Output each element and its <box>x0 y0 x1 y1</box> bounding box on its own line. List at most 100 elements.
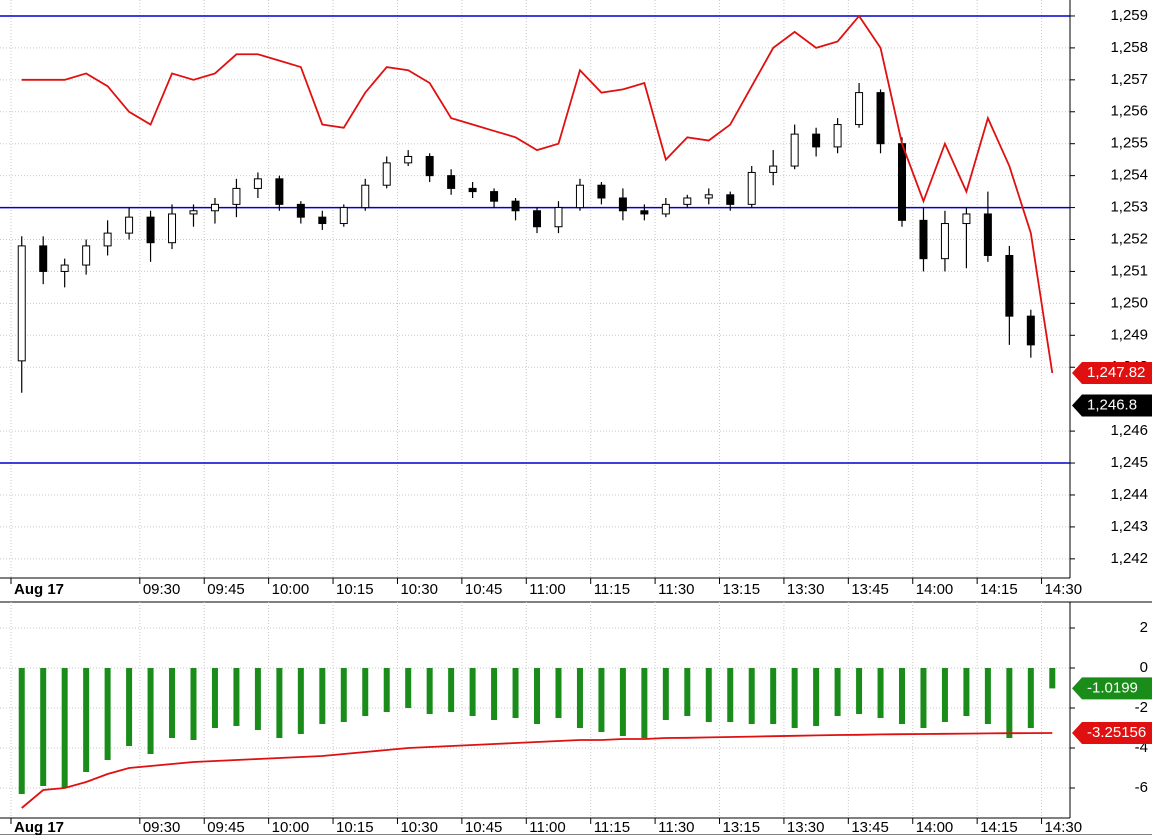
price-label: -1.0199 <box>1087 679 1138 696</box>
x-tick-label: 10:00 <box>272 819 310 835</box>
candle-body <box>318 216 327 225</box>
bar <box>727 668 734 722</box>
candle-body <box>339 207 348 225</box>
bar <box>426 668 433 714</box>
x-tick-label: 14:00 <box>916 581 954 598</box>
bar <box>619 668 626 736</box>
x-tick-label: 11:15 <box>594 581 630 598</box>
candle-body <box>125 216 134 234</box>
bar <box>254 668 261 730</box>
y-tick-label: 1,242 <box>1110 550 1148 567</box>
y-tick-label: 1,244 <box>1110 486 1148 503</box>
candle-body <box>17 245 26 362</box>
x-tick-label: 11:30 <box>658 581 694 598</box>
candle-body <box>554 207 563 228</box>
y-tick-label: 2 <box>1140 619 1148 636</box>
bar <box>770 668 777 724</box>
y-tick-label: 1,256 <box>1110 103 1148 120</box>
bar <box>963 668 970 716</box>
x-tick-label: 14:15 <box>980 819 1018 835</box>
bar <box>684 668 691 716</box>
x-tick-label: 13:15 <box>723 819 761 835</box>
bar <box>61 668 68 788</box>
x-tick-label: 14:15 <box>980 581 1018 598</box>
candle-body <box>82 245 91 266</box>
y-tick-label: 1,251 <box>1110 262 1148 279</box>
y-tick-label: 1,255 <box>1110 135 1148 152</box>
x-tick-label: 14:30 <box>1045 581 1083 598</box>
bar <box>877 668 884 718</box>
candle-body <box>103 232 112 247</box>
price-label-box <box>1072 394 1152 417</box>
candle-body <box>983 213 992 256</box>
bar <box>448 668 455 712</box>
candle-body <box>962 213 971 225</box>
bar <box>362 668 369 716</box>
bar <box>276 668 283 738</box>
candle-body <box>275 178 284 205</box>
candle-body <box>704 194 713 199</box>
bar <box>169 668 176 738</box>
price-label: -3.25156 <box>1087 724 1146 741</box>
bar <box>941 668 948 722</box>
x-tick-label: Aug 17 <box>14 581 64 598</box>
x-tick-label: 10:30 <box>400 819 438 835</box>
y-tick-label: -6 <box>1135 779 1148 796</box>
bar <box>705 668 712 722</box>
x-tick-label: 10:45 <box>465 581 503 598</box>
candle-body <box>812 133 821 148</box>
bar <box>534 668 541 724</box>
bar <box>856 668 863 714</box>
x-tick-label: 13:30 <box>787 581 825 598</box>
bar <box>469 668 476 716</box>
candle-body <box>447 175 456 189</box>
x-tick-label: 09:45 <box>207 819 245 835</box>
candle-body <box>790 133 799 167</box>
candle-body <box>189 210 198 215</box>
bar <box>1049 668 1056 689</box>
bar <box>899 668 906 724</box>
x-tick-label: 11:30 <box>658 819 694 835</box>
candle-body <box>296 203 305 218</box>
candle-body <box>146 216 155 244</box>
overlay-line <box>21 732 1053 809</box>
bar <box>211 668 218 728</box>
y-tick-label: 1,253 <box>1110 199 1148 216</box>
candle-body <box>232 187 241 205</box>
candle-body <box>898 143 907 221</box>
bar <box>813 668 820 726</box>
price-label-box <box>1072 722 1152 745</box>
bar <box>190 668 197 740</box>
x-tick-label: 09:30 <box>143 819 181 835</box>
candle-body <box>575 184 584 209</box>
bar <box>104 668 111 760</box>
candle-body <box>855 92 864 126</box>
candle-body <box>253 178 262 189</box>
candle-body <box>511 200 520 212</box>
price-label-box <box>1072 361 1152 384</box>
bar <box>791 668 798 728</box>
bar <box>40 668 47 786</box>
candle-body <box>533 210 542 228</box>
y-tick-label: 0 <box>1140 659 1148 676</box>
y-tick-label: -2 <box>1135 699 1148 716</box>
bar <box>147 668 154 754</box>
candle-body <box>404 155 413 164</box>
y-tick-label: 1,245 <box>1110 454 1148 471</box>
x-tick-label: 09:45 <box>207 581 245 598</box>
bar <box>662 668 669 720</box>
overlay-line <box>21 14 1054 374</box>
x-tick-label: 13:30 <box>787 819 825 835</box>
x-tick-label: 14:30 <box>1045 819 1083 835</box>
candle-body <box>919 219 928 260</box>
bar <box>834 668 841 716</box>
candle-body <box>769 165 778 173</box>
candle-body <box>876 92 885 145</box>
bar <box>83 668 90 772</box>
candle-body <box>210 203 219 212</box>
bar <box>555 668 562 718</box>
candle-body <box>597 184 606 199</box>
x-tick-label: 13:15 <box>723 581 761 598</box>
candle-body <box>640 210 649 215</box>
